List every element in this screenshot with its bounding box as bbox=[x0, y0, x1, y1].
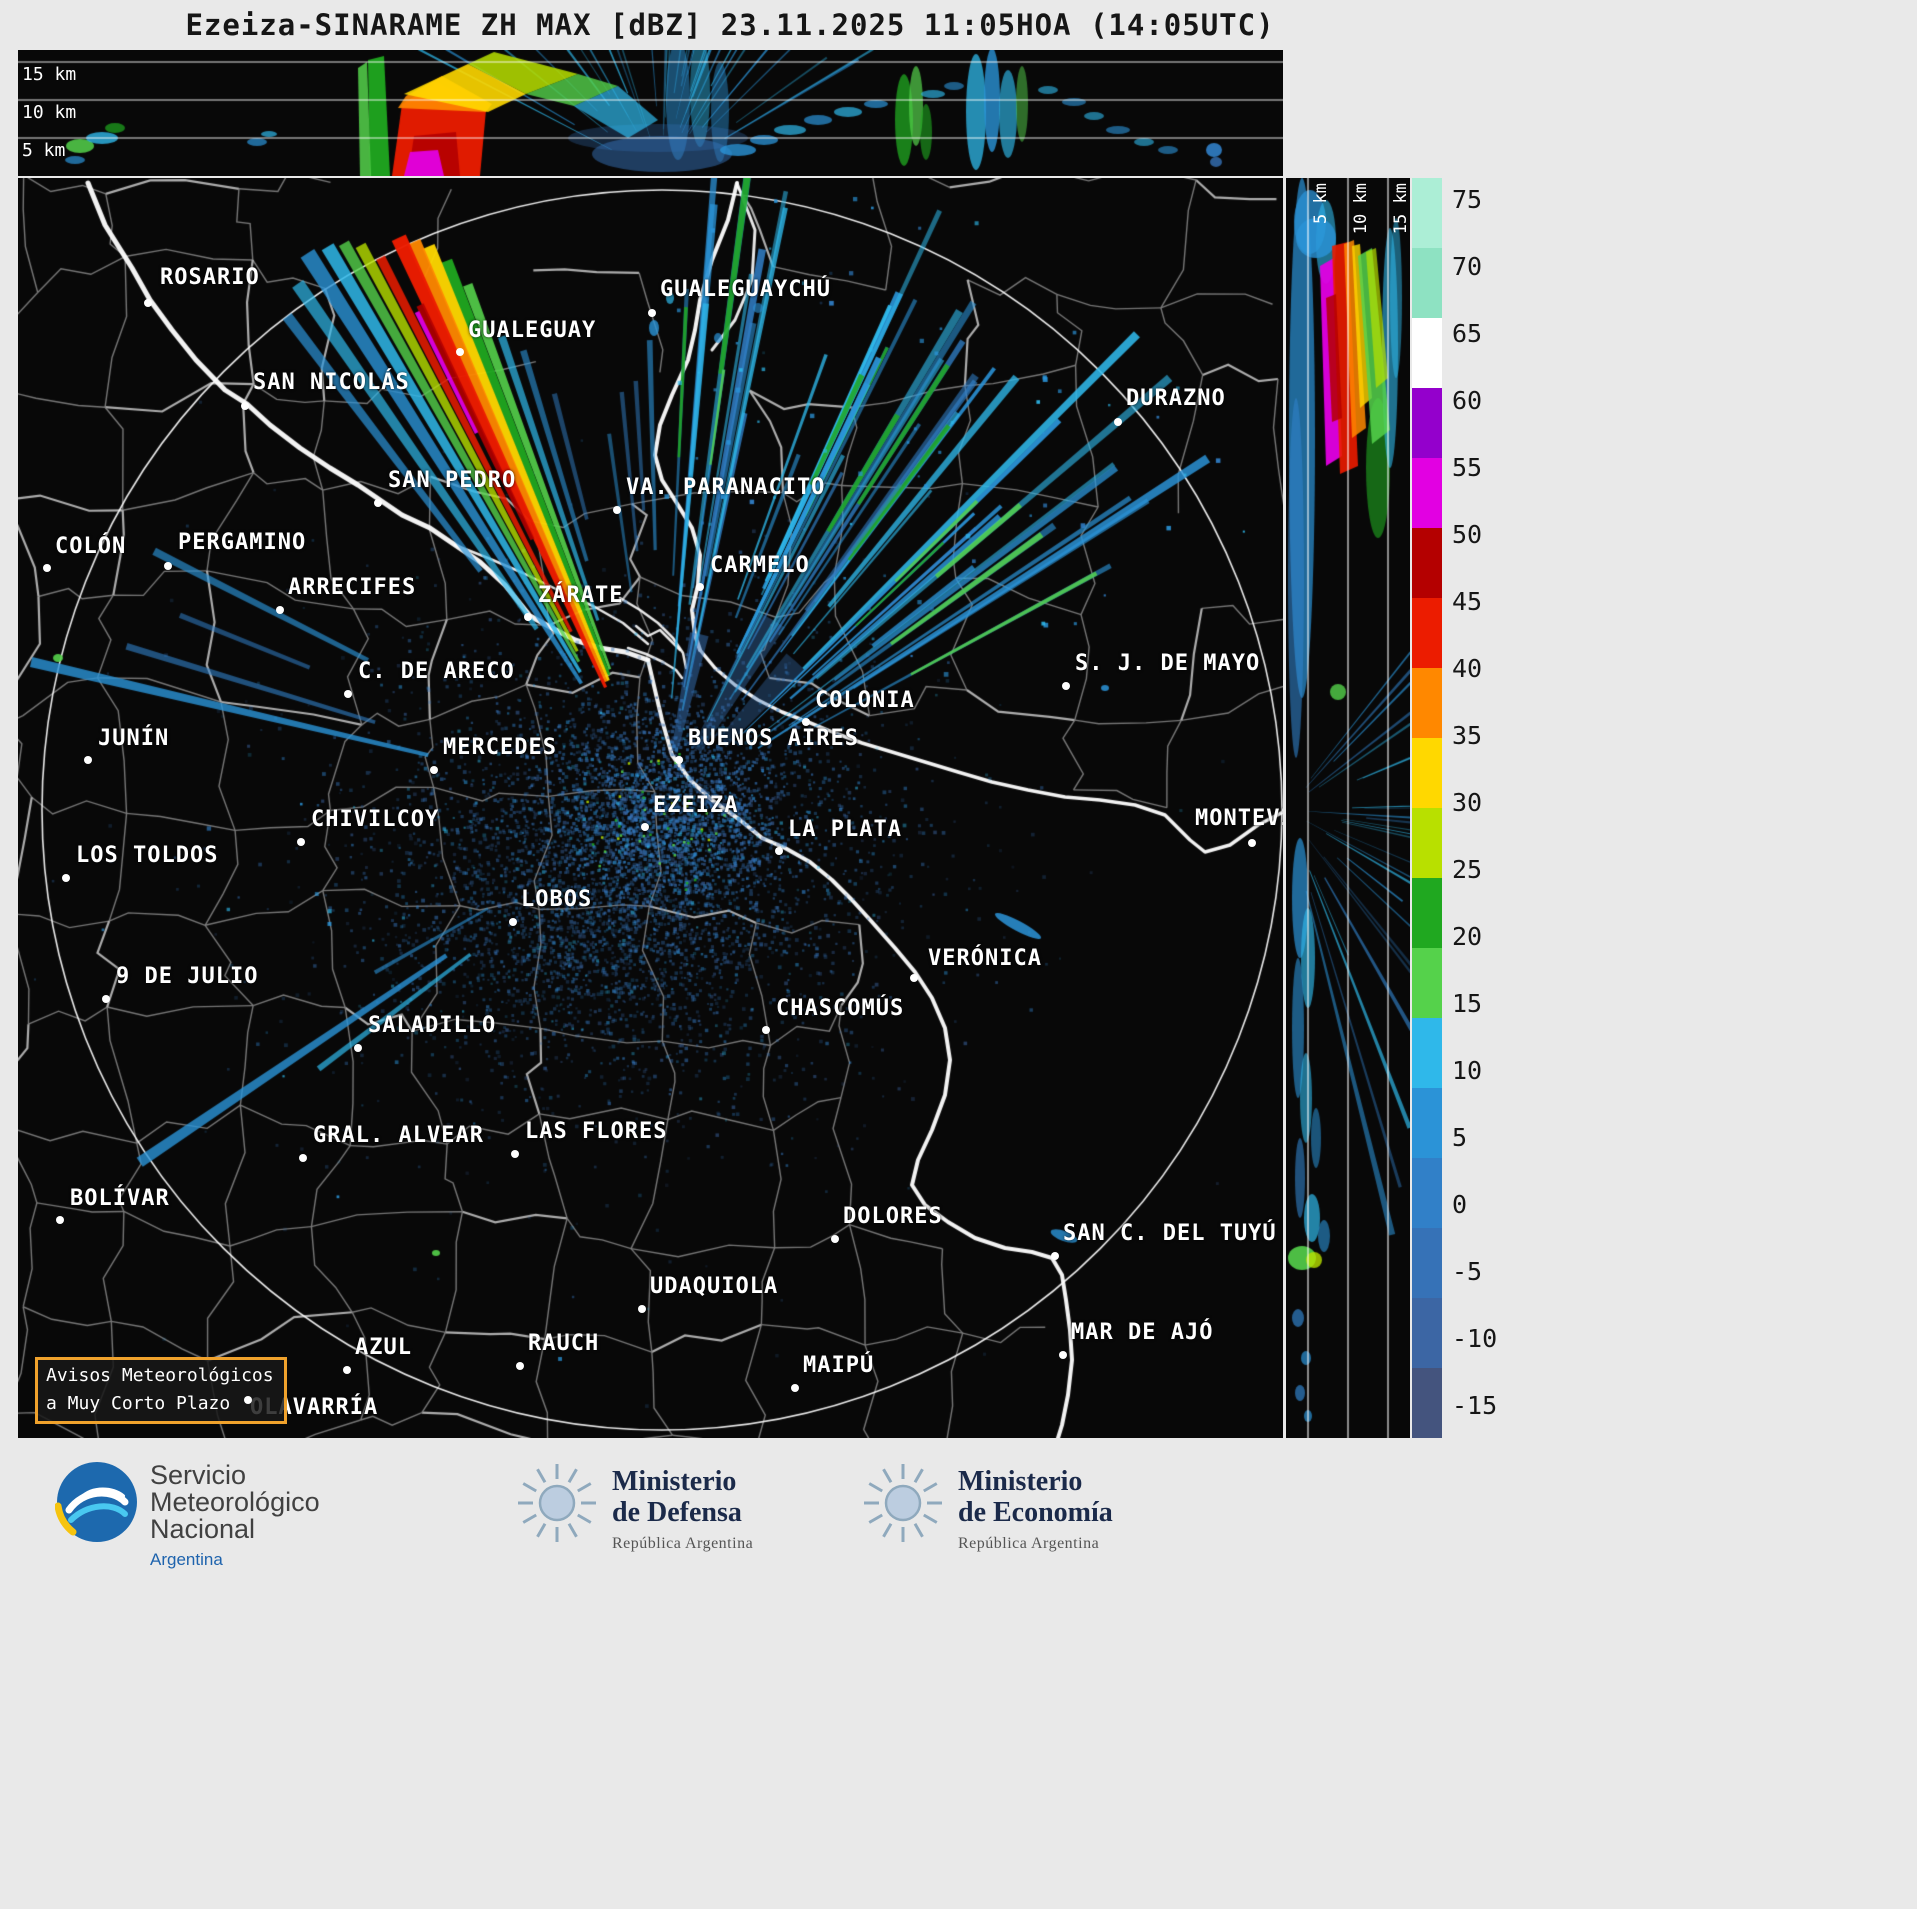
economia-wordmark: Ministerio de Economía República Argenti… bbox=[958, 1466, 1113, 1553]
radar-map-canvas bbox=[18, 178, 1283, 1438]
colorbar-label: 10 bbox=[1452, 1056, 1483, 1085]
colorbar-block bbox=[1412, 738, 1442, 808]
economia-line-1: Ministerio bbox=[958, 1466, 1083, 1497]
colorbar-block bbox=[1412, 878, 1442, 948]
colorbar-block bbox=[1412, 1158, 1442, 1228]
colorbar-block bbox=[1412, 388, 1442, 458]
colorbar-label: 65 bbox=[1452, 319, 1483, 348]
height-label: 10 km bbox=[22, 102, 77, 123]
smn-wordmark: Servicio Meteorológico Nacional Argentin… bbox=[150, 1462, 320, 1573]
cross-section-top-panel: 15 km 10 km 5 km bbox=[18, 50, 1283, 176]
smn-logo-icon bbox=[55, 1462, 137, 1542]
footer: Servicio Meteorológico Nacional Argentin… bbox=[0, 1450, 1917, 1620]
colorbar-label: 30 bbox=[1452, 788, 1483, 817]
dbz-colorbar bbox=[1412, 178, 1442, 1438]
defensa-wordmark: Ministerio de Defensa República Argentin… bbox=[612, 1466, 753, 1553]
height-label: 5 km bbox=[22, 140, 66, 161]
economia-sun-icon bbox=[864, 1464, 942, 1542]
colorbar-block bbox=[1412, 1368, 1442, 1438]
smn-line-2: Meteorológico bbox=[150, 1487, 320, 1517]
height-label: 5 km bbox=[1311, 183, 1331, 224]
colorbar-block bbox=[1412, 1228, 1442, 1298]
colorbar-label: 50 bbox=[1452, 520, 1483, 549]
colorbar-block bbox=[1412, 948, 1442, 1018]
colorbar-label: 20 bbox=[1452, 922, 1483, 951]
colorbar-label: -15 bbox=[1452, 1391, 1498, 1420]
page-title: Ezeiza-SINARAME ZH MAX [dBZ] 23.11.2025 … bbox=[185, 8, 1275, 42]
height-label: 15 km bbox=[1391, 183, 1410, 235]
advisory-line-2: a Muy Corto Plazo bbox=[46, 1393, 231, 1414]
colorbar-label: 75 bbox=[1452, 185, 1483, 214]
colorbar-label: 70 bbox=[1452, 252, 1483, 281]
colorbar-block bbox=[1412, 1298, 1442, 1368]
defensa-line-2: de Defensa bbox=[612, 1497, 742, 1528]
colorbar-block bbox=[1412, 178, 1442, 248]
colorbar-label: 15 bbox=[1452, 989, 1483, 1018]
colorbar-label: 45 bbox=[1452, 587, 1483, 616]
colorbar-label: 5 bbox=[1452, 1123, 1468, 1152]
advisory-box[interactable]: Avisos Meteorológicos a Muy Corto Plazo bbox=[35, 1357, 287, 1424]
colorbar-label: 60 bbox=[1452, 386, 1483, 415]
defensa-line-3: República Argentina bbox=[612, 1535, 754, 1552]
cross-section-right-panel: 5 km 10 km 15 km bbox=[1286, 178, 1410, 1438]
smn-line-3: Nacional bbox=[150, 1514, 256, 1544]
economia-line-2: de Economía bbox=[958, 1497, 1113, 1528]
colorbar-block bbox=[1412, 458, 1442, 528]
colorbar-block bbox=[1412, 598, 1442, 668]
economia-line-3: República Argentina bbox=[958, 1535, 1100, 1552]
colorbar-label: -10 bbox=[1452, 1324, 1498, 1353]
colorbar-block bbox=[1412, 528, 1442, 598]
smn-line-1: Servicio bbox=[150, 1460, 247, 1490]
colorbar-block bbox=[1412, 808, 1442, 878]
colorbar-label: 25 bbox=[1452, 855, 1483, 884]
smn-line-4: Argentina bbox=[150, 1550, 223, 1569]
colorbar-block bbox=[1412, 1088, 1442, 1158]
defensa-sun-icon bbox=[518, 1464, 596, 1542]
height-label: 10 km bbox=[1351, 183, 1371, 235]
cross-section-top-canvas bbox=[18, 50, 1283, 176]
radar-map-panel: ROSARIO GUALEGUAYCHÚ GUALEGUAY SAN NICOLÁS D… bbox=[18, 178, 1283, 1438]
colorbar-label: 55 bbox=[1452, 453, 1483, 482]
colorbar-label: -5 bbox=[1452, 1257, 1483, 1286]
advisory-line-1: Avisos Meteorológicos bbox=[46, 1365, 274, 1386]
colorbar-label: 0 bbox=[1452, 1190, 1468, 1219]
cross-section-right-canvas bbox=[1286, 178, 1410, 1438]
defensa-line-1: Ministerio bbox=[612, 1466, 737, 1497]
colorbar-block bbox=[1412, 668, 1442, 738]
colorbar-block bbox=[1412, 318, 1442, 388]
colorbar-block bbox=[1412, 248, 1442, 318]
colorbar-block bbox=[1412, 1018, 1442, 1088]
colorbar-label: 40 bbox=[1452, 654, 1483, 683]
height-label: 15 km bbox=[22, 64, 77, 85]
colorbar-label: 35 bbox=[1452, 721, 1483, 750]
